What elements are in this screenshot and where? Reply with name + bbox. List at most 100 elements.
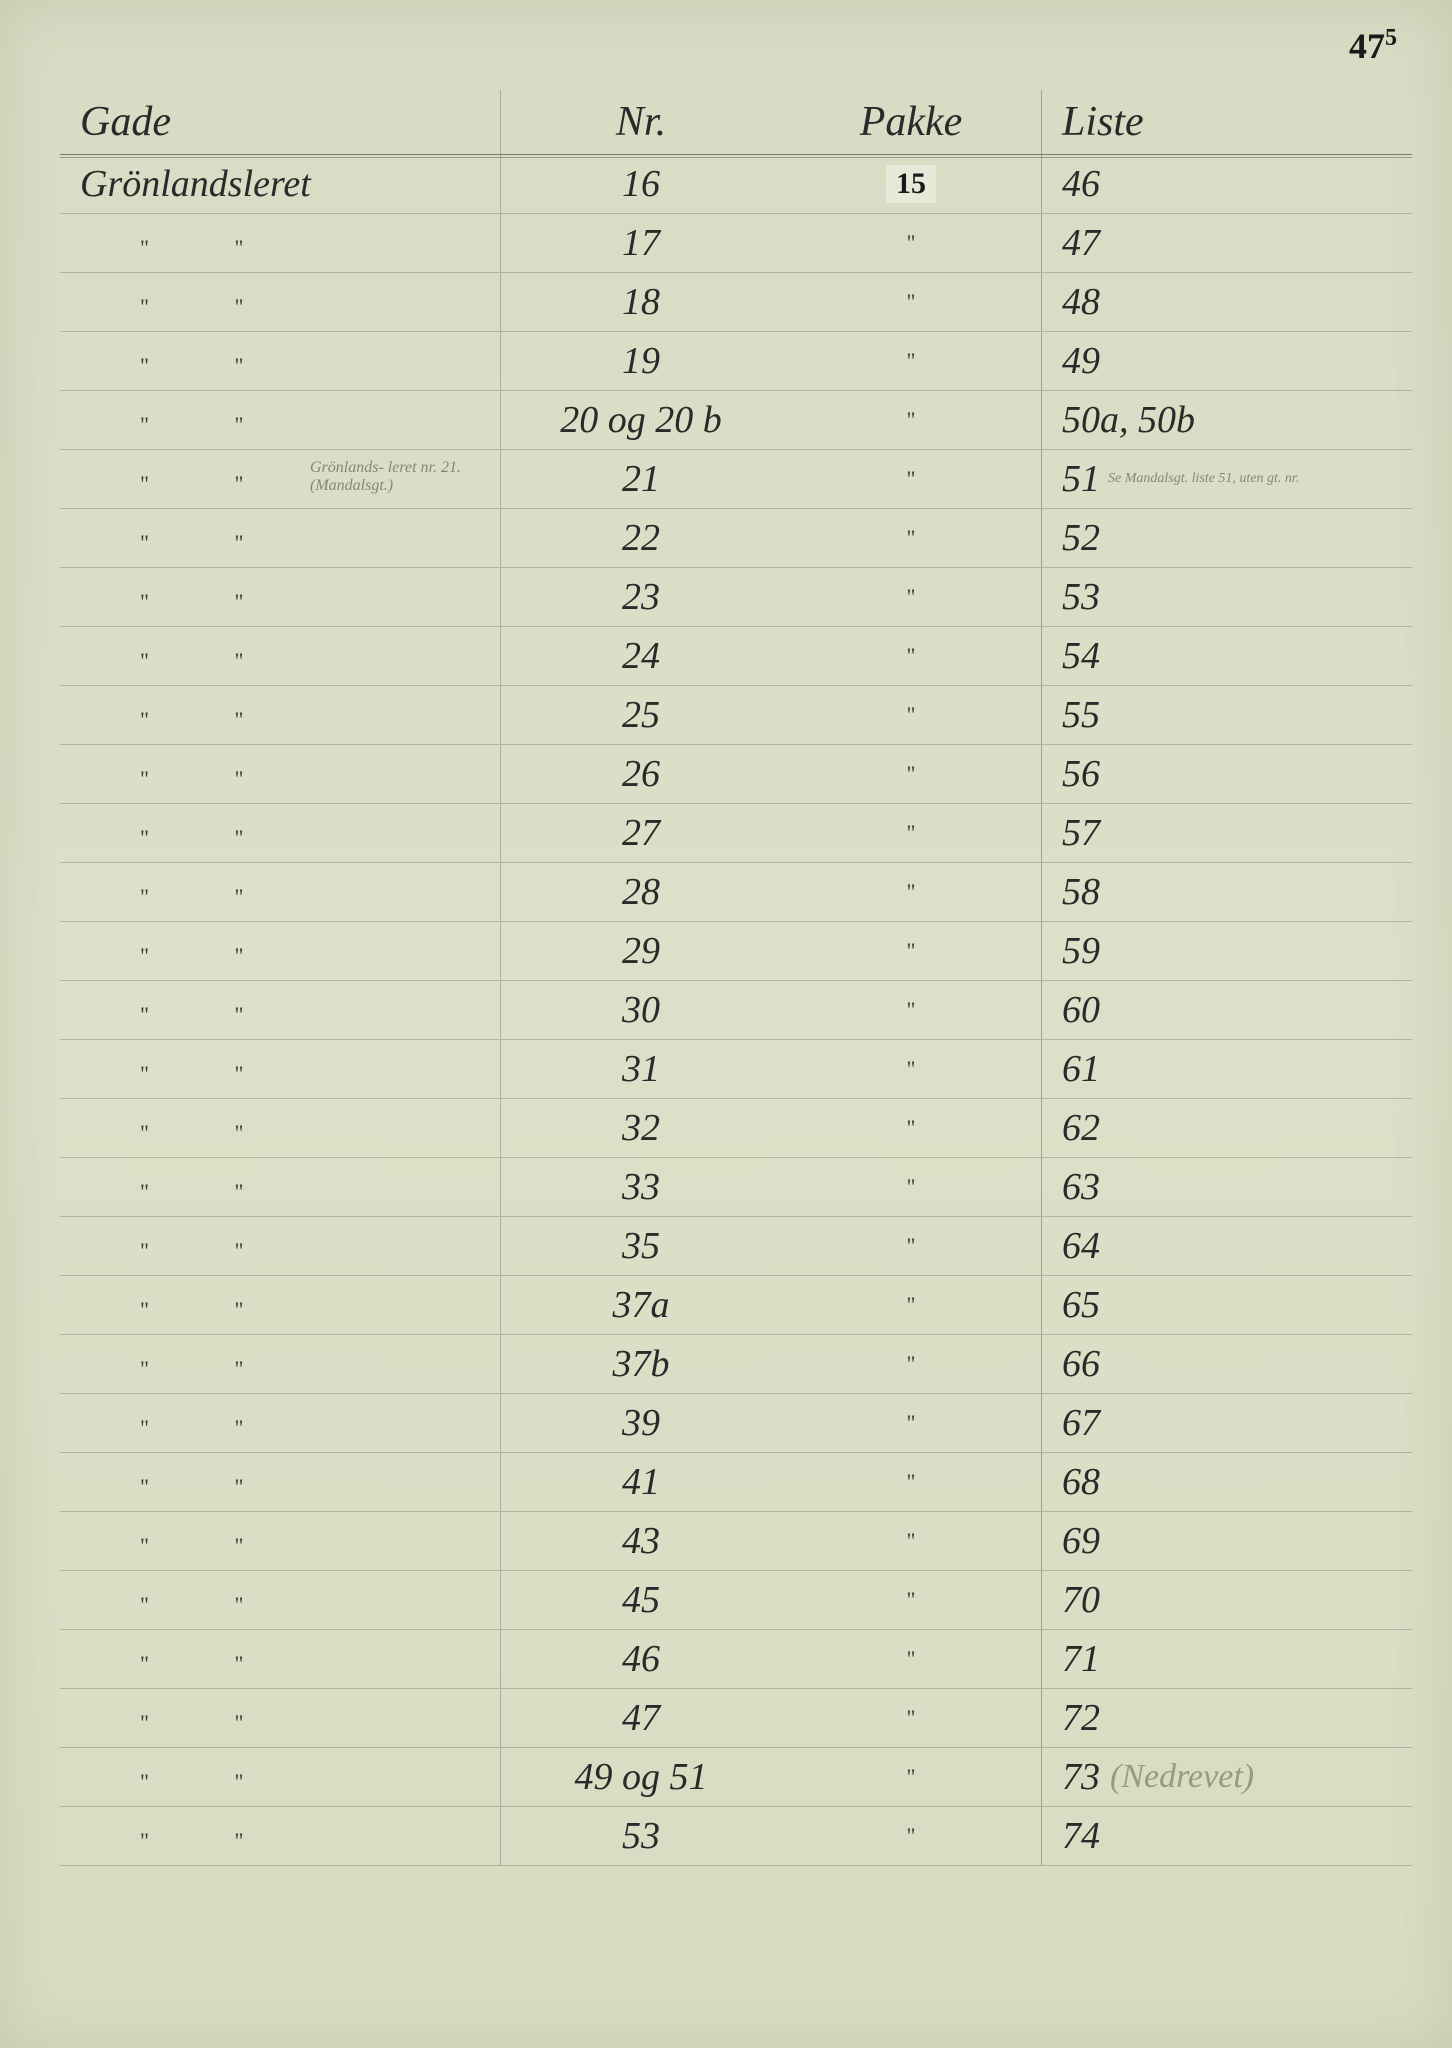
table-row: " "20 og 20 b"50a, 50b <box>60 391 1412 450</box>
cell-gade: " " <box>60 870 500 914</box>
nedrevet-note: (Nedrevet) <box>1110 1758 1254 1796</box>
liste-value: 53 <box>1062 575 1100 619</box>
ditto-mark: " " <box>80 766 283 791</box>
cell-nr: 41 <box>500 1453 781 1511</box>
cell-liste: 73 (Nedrevet) <box>1041 1748 1412 1806</box>
cell-pakke: " <box>781 1217 1041 1275</box>
liste-value: 73 <box>1062 1755 1100 1799</box>
ditto-mark: " " <box>80 471 283 496</box>
cell-liste: 72 <box>1041 1689 1412 1747</box>
table-row: " "26"56 <box>60 745 1412 804</box>
ditto-mark: " " <box>80 825 283 850</box>
pencil-note: Grönlands- leret nr. 21. (Mandalsgt.) <box>310 459 500 494</box>
liste-value: 48 <box>1062 280 1100 324</box>
liste-value: 66 <box>1062 1342 1100 1386</box>
ditto-mark: " <box>907 289 916 315</box>
header-nr: Nr. <box>500 90 781 154</box>
cell-nr: 18 <box>500 273 781 331</box>
cell-liste: 70 <box>1041 1571 1412 1629</box>
cell-gade: " " <box>60 811 500 855</box>
cell-pakke: " <box>781 1099 1041 1157</box>
ditto-mark: " <box>907 1646 916 1672</box>
table-row: " "27"57 <box>60 804 1412 863</box>
cell-gade: Grönlandsleret <box>60 162 500 206</box>
cell-liste: 68 <box>1041 1453 1412 1511</box>
cell-nr: 30 <box>500 981 781 1039</box>
ditto-mark: " " <box>80 1592 283 1617</box>
cell-gade: " " <box>60 516 500 560</box>
ditto-mark: " " <box>80 1179 283 1204</box>
table-row: " "47"72 <box>60 1689 1412 1748</box>
cell-gade: " " Grönlands- leret nr. 21. (Mandalsgt.) <box>60 457 500 501</box>
ditto-mark: " " <box>80 1710 283 1735</box>
liste-value: 56 <box>1062 752 1100 796</box>
table-row: " "41"68 <box>60 1453 1412 1512</box>
page-number-sup: 5 <box>1385 25 1397 51</box>
cell-gade: " " <box>60 929 500 973</box>
cell-liste: 67 <box>1041 1394 1412 1452</box>
cell-pakke: " <box>781 1571 1041 1629</box>
cell-gade: " " <box>60 1814 500 1858</box>
header-liste: Liste <box>1041 90 1412 154</box>
ditto-mark: " <box>907 230 916 256</box>
cell-liste: 58 <box>1041 863 1412 921</box>
cell-pakke: " <box>781 627 1041 685</box>
ditto-mark: " <box>907 1292 916 1318</box>
cell-pakke: " <box>781 1276 1041 1334</box>
cell-pakke: " <box>781 1630 1041 1688</box>
ditto-mark: " <box>907 1469 916 1495</box>
liste-value: 50a, 50b <box>1062 398 1195 442</box>
ditto-mark: " <box>907 407 916 433</box>
cell-nr: 35 <box>500 1217 781 1275</box>
cell-gade: " " <box>60 1283 500 1327</box>
liste-value: 70 <box>1062 1578 1100 1622</box>
liste-value: 64 <box>1062 1224 1100 1268</box>
ditto-mark: " <box>907 1351 916 1377</box>
ledger-table: Gade Nr. Pakke Liste Grönlandsleret16154… <box>60 90 1412 1866</box>
liste-value: 46 <box>1062 162 1100 206</box>
cell-gade: " " <box>60 1224 500 1268</box>
ditto-mark: " " <box>80 1120 283 1145</box>
ledger-page: 475 Gade Nr. Pakke Liste Grönlandsleret1… <box>0 0 1452 2048</box>
liste-value: 57 <box>1062 811 1100 855</box>
liste-value: 49 <box>1062 339 1100 383</box>
cell-nr: 45 <box>500 1571 781 1629</box>
cell-nr: 49 og 51 <box>500 1748 781 1806</box>
table-row: Grönlandsleret161546 <box>60 155 1412 214</box>
cell-pakke: " <box>781 1394 1041 1452</box>
ditto-mark: " <box>907 1410 916 1436</box>
table-row: " "33"63 <box>60 1158 1412 1217</box>
ditto-mark: " " <box>80 1828 283 1853</box>
table-row: " "25"55 <box>60 686 1412 745</box>
table-row: " "46"71 <box>60 1630 1412 1689</box>
cell-pakke: " <box>781 922 1041 980</box>
cell-pakke: " <box>781 1512 1041 1570</box>
cell-liste: 63 <box>1041 1158 1412 1216</box>
table-row: " "32"62 <box>60 1099 1412 1158</box>
liste-value: 58 <box>1062 870 1100 914</box>
cell-gade: " " <box>60 1519 500 1563</box>
table-row: " " Grönlands- leret nr. 21. (Mandalsgt.)… <box>60 450 1412 509</box>
table-row: " "29"59 <box>60 922 1412 981</box>
liste-value: 61 <box>1062 1047 1100 1091</box>
ditto-mark: " <box>907 1056 916 1082</box>
ditto-mark: " <box>907 1115 916 1141</box>
cell-gade: " " <box>60 575 500 619</box>
ditto-mark: " " <box>80 707 283 732</box>
ditto-mark: " <box>907 348 916 374</box>
ditto-mark: " <box>907 466 916 492</box>
cell-pakke: " <box>781 391 1041 449</box>
ditto-mark: " " <box>80 1356 283 1381</box>
cell-nr: 43 <box>500 1512 781 1570</box>
ditto-mark: " <box>907 643 916 669</box>
cell-liste: 53 <box>1041 568 1412 626</box>
page-number-main: 47 <box>1349 26 1385 66</box>
cell-pakke: " <box>781 509 1041 567</box>
ditto-mark: " " <box>80 648 283 673</box>
cell-nr: 22 <box>500 509 781 567</box>
cell-liste: 65 <box>1041 1276 1412 1334</box>
ditto-mark: " " <box>80 943 283 968</box>
table-row: " "31"61 <box>60 1040 1412 1099</box>
ditto-mark: " <box>907 584 916 610</box>
table-row: " "22"52 <box>60 509 1412 568</box>
